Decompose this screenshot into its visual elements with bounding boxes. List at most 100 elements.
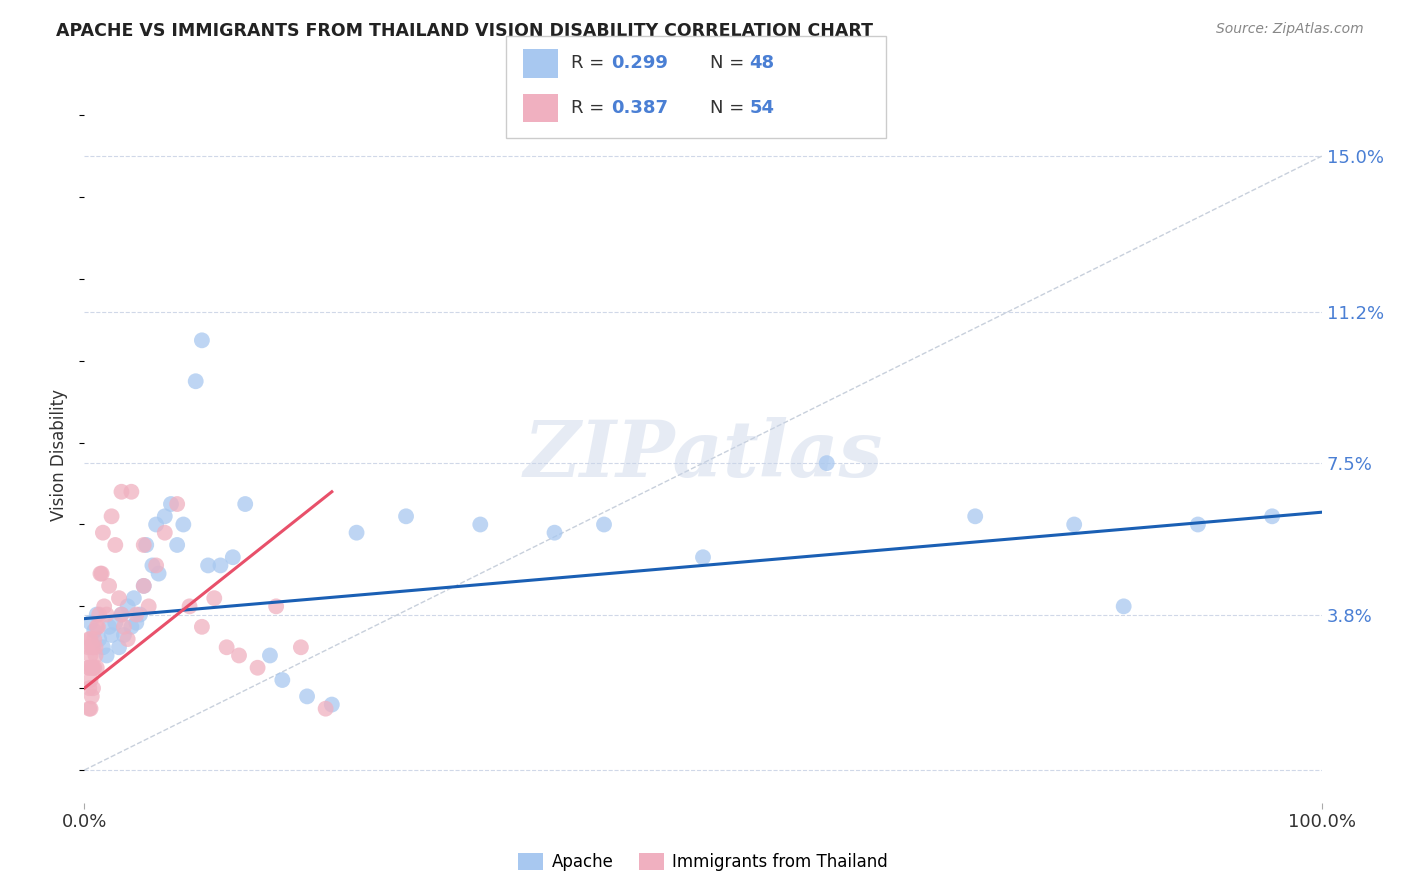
Point <box>172 517 194 532</box>
Point <box>82 640 104 655</box>
Point <box>100 628 122 642</box>
Point <box>202 591 225 606</box>
Text: 48: 48 <box>749 54 775 72</box>
Point <box>80 640 103 655</box>
Point <box>79 632 101 646</box>
Point <box>91 525 114 540</box>
Point <box>86 661 108 675</box>
Point <box>145 517 167 532</box>
Point <box>271 673 294 687</box>
Point <box>79 701 101 715</box>
Point <box>120 620 142 634</box>
Point <box>166 497 188 511</box>
Point <box>191 334 214 348</box>
Point <box>110 484 132 499</box>
Point <box>87 620 110 634</box>
Point <box>108 591 131 606</box>
Text: APACHE VS IMMIGRANTS FROM THAILAND VISION DISABILITY CORRELATION CHART: APACHE VS IMMIGRANTS FROM THAILAND VISIO… <box>56 22 873 40</box>
Point <box>346 525 368 540</box>
Text: 0.387: 0.387 <box>612 99 669 117</box>
Point <box>228 648 250 663</box>
Point <box>79 615 101 630</box>
Point <box>1261 509 1284 524</box>
Text: ZIPatlas: ZIPatlas <box>523 417 883 493</box>
Point <box>209 558 232 573</box>
Point <box>82 661 104 675</box>
Text: R =: R = <box>571 54 610 72</box>
Point <box>153 525 176 540</box>
Point <box>246 661 269 675</box>
Point <box>179 599 201 614</box>
Point <box>86 620 108 634</box>
Point <box>89 607 111 622</box>
Point <box>96 648 118 663</box>
Point <box>86 607 108 622</box>
Point <box>264 599 287 614</box>
Point <box>79 681 101 696</box>
Point <box>184 374 207 388</box>
Y-axis label: Vision Disability: Vision Disability <box>51 389 69 521</box>
Point <box>83 661 105 675</box>
Point <box>129 607 152 622</box>
Point <box>96 607 118 622</box>
Point <box>104 615 127 630</box>
Text: Source: ZipAtlas.com: Source: ZipAtlas.com <box>1216 22 1364 37</box>
Point <box>153 509 176 524</box>
Point <box>84 648 107 663</box>
Point <box>108 640 131 655</box>
Point <box>125 607 148 622</box>
Point <box>125 615 148 630</box>
Point <box>141 558 163 573</box>
Point <box>117 599 139 614</box>
Point <box>191 620 214 634</box>
Point <box>1187 517 1209 532</box>
Point <box>77 661 100 675</box>
Point <box>815 456 838 470</box>
Point <box>117 632 139 646</box>
Point <box>110 607 132 622</box>
Point <box>98 579 121 593</box>
Point <box>93 599 115 614</box>
Point <box>132 579 155 593</box>
Point <box>89 566 111 581</box>
Point <box>233 497 256 511</box>
Point <box>79 701 101 715</box>
Text: 0.299: 0.299 <box>612 54 668 72</box>
Point <box>470 517 492 532</box>
Point <box>84 640 107 655</box>
Point <box>1112 599 1135 614</box>
Point <box>90 566 112 581</box>
Text: R =: R = <box>571 99 610 117</box>
Point <box>138 599 160 614</box>
Point <box>83 632 105 646</box>
Point <box>79 648 101 663</box>
Point <box>160 497 183 511</box>
Point <box>79 661 101 675</box>
Point <box>222 550 245 565</box>
Point <box>315 701 337 715</box>
Point <box>135 538 157 552</box>
Point <box>290 640 312 655</box>
Point <box>120 484 142 499</box>
Point <box>321 698 343 712</box>
Point <box>197 558 219 573</box>
Point <box>80 690 103 704</box>
Legend: Apache, Immigrants from Thailand: Apache, Immigrants from Thailand <box>512 847 894 878</box>
Point <box>132 579 155 593</box>
Point <box>82 681 104 696</box>
Point <box>79 632 101 646</box>
Point <box>145 558 167 573</box>
Point <box>543 525 565 540</box>
Text: 54: 54 <box>749 99 775 117</box>
Point <box>215 640 238 655</box>
Point <box>77 640 100 655</box>
Point <box>166 538 188 552</box>
Point <box>965 509 987 524</box>
Point <box>91 640 114 655</box>
Point <box>395 509 418 524</box>
Point <box>132 538 155 552</box>
Point <box>89 632 111 646</box>
Point <box>104 538 127 552</box>
Point <box>259 648 281 663</box>
Text: N =: N = <box>710 54 749 72</box>
